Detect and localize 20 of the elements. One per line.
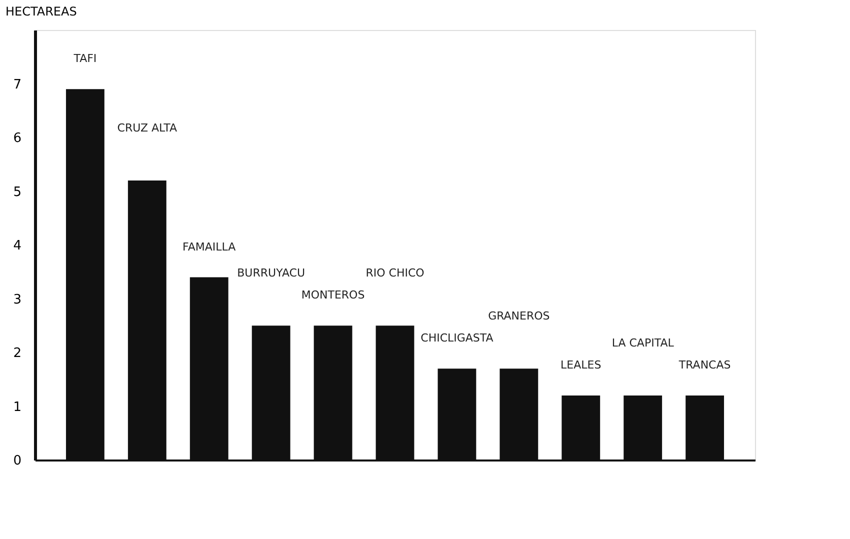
y-tick-label: 4 [13,238,22,254]
x-tick-label: BURRUYACU [237,266,306,280]
x-tick-label: CHICLIGASTA [420,332,494,345]
y-axis-title: HECTAREAS [6,4,77,18]
y-tick-label: 1 [13,400,22,415]
x-tick-label: LA CAPITAL [612,336,675,350]
x-tick-label: MONTEROS [301,288,365,302]
y-tick-label: 7 [13,77,22,92]
x-tick-label: TRANCAS [678,358,731,372]
x-tick-label: TAFI [72,52,97,66]
x-tick-label: CRUZ ALTA [117,122,178,134]
y-tick-label: 2 [13,346,22,361]
y-tick-label: 3 [13,292,22,308]
x-tick-label: GRANEROS [488,310,550,323]
x-tick-label: RIO CHICO [366,266,425,280]
x-tick-label: FAMAILLA [182,240,236,254]
y-tick-label: 5 [13,184,22,200]
y-tick-label: 6 [13,131,22,146]
x-tick-label: LEALES [560,358,602,372]
y-tick-label: 0 [13,454,22,468]
